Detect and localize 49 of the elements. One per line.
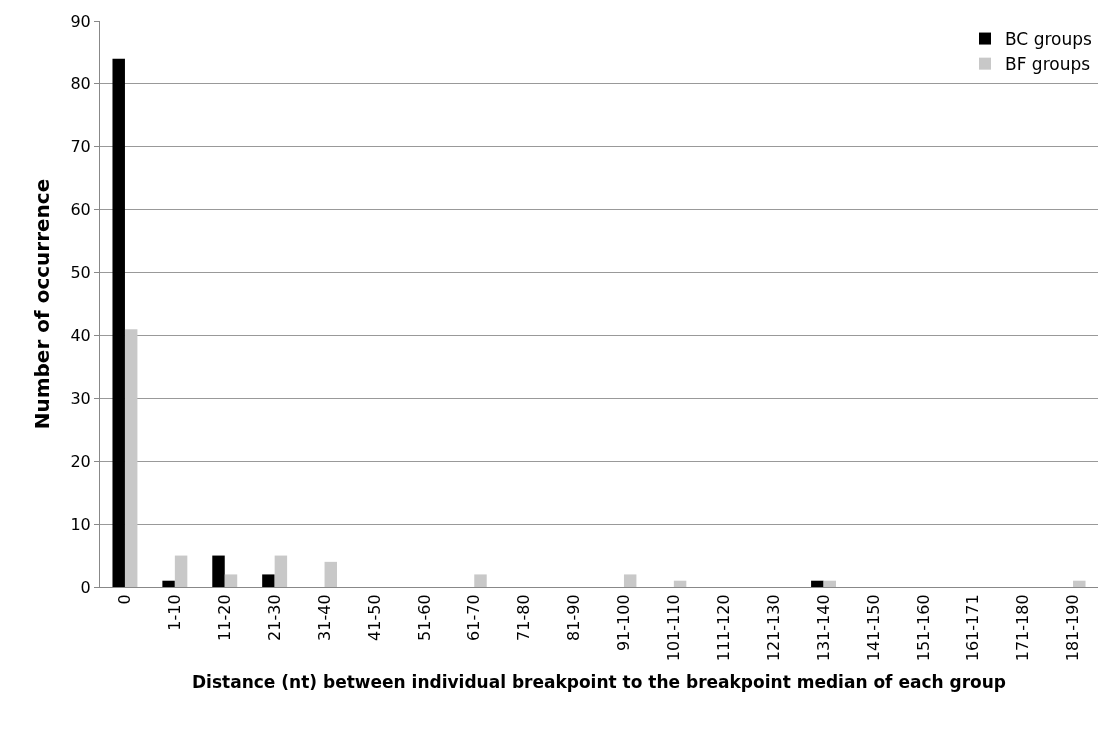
x-tick-label: 31-40 (314, 594, 334, 641)
y-tick-label: 60 (70, 200, 91, 220)
bar (324, 561, 338, 587)
legend-label: BF groups (1005, 54, 1091, 75)
x-tick-label: 121-130 (763, 594, 783, 662)
bar (112, 58, 125, 587)
y-tick-label: 80 (70, 74, 91, 94)
bar (1073, 580, 1086, 587)
bar (162, 580, 175, 587)
x-tick-label: 131-140 (813, 594, 833, 662)
y-tick-label: 10 (70, 514, 91, 534)
bar (673, 580, 687, 587)
y-tick-label: 40 (70, 326, 91, 346)
x-tick-label: 151-160 (913, 594, 933, 662)
x-tick-label: 0 (115, 594, 135, 605)
x-tick-label: 111-120 (713, 594, 733, 662)
x-tick-label: 51-60 (414, 594, 434, 641)
x-tick-label: 21-30 (264, 594, 284, 641)
x-tick-label: 91-100 (614, 594, 634, 652)
bar (262, 574, 275, 587)
y-tick-label: 90 (70, 11, 91, 31)
bar (811, 580, 824, 587)
x-axis-title: Distance (nt) between individual breakpoint to the breakpoint median of each group (192, 671, 1006, 692)
y-axis-title: Number of occurrence (29, 178, 54, 430)
y-tick-label: 20 (70, 451, 91, 471)
bar (174, 555, 188, 587)
y-tick-label: 0 (80, 577, 91, 597)
x-tick-label: 71-80 (514, 594, 534, 641)
x-tick-label: 81-90 (564, 594, 584, 641)
bar (212, 555, 225, 587)
bar (224, 574, 238, 587)
bar (823, 580, 837, 587)
x-tick-label: 141-150 (863, 594, 883, 662)
bar (274, 555, 288, 587)
y-tick-label: 70 (70, 137, 91, 157)
x-tick-label: 171-180 (1013, 594, 1033, 662)
x-tick-label: 101-110 (664, 594, 684, 662)
x-tick-label: 61-70 (464, 594, 484, 641)
y-tick-label: 50 (70, 263, 91, 283)
x-tick-label: 161-171 (963, 594, 983, 662)
x-tick-label: 1-10 (165, 594, 185, 631)
bar (474, 574, 487, 587)
legend-label: BC groups (1005, 29, 1093, 50)
x-tick-label: 41-50 (364, 594, 384, 641)
y-tick-label: 30 (70, 388, 91, 408)
x-tick-label: 181-190 (1063, 594, 1083, 662)
bar (124, 329, 138, 587)
x-tick-label: 11-20 (214, 594, 234, 641)
bar (623, 574, 637, 587)
